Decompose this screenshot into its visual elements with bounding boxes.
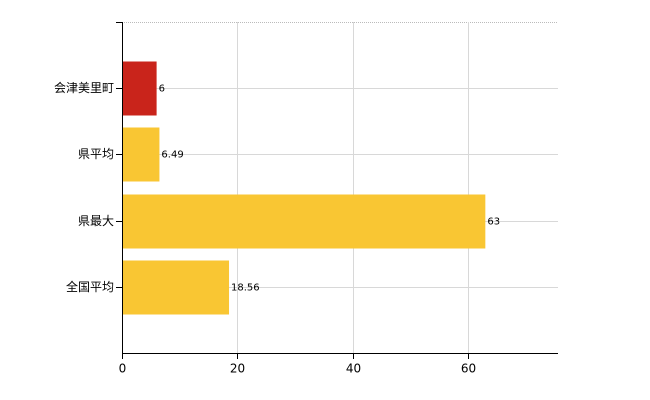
bar (122, 61, 157, 116)
x-tick-label: 60 (461, 362, 476, 376)
x-tick-label: 20 (230, 362, 245, 376)
x-tick-label: 40 (346, 362, 361, 376)
bar (122, 194, 486, 249)
bar (122, 127, 160, 182)
y-tick-label: 県最大 (78, 214, 114, 228)
y-tick-label: 県平均 (78, 147, 114, 161)
value-label: 6.49 (161, 150, 183, 161)
x-tick-label: 0 (119, 362, 127, 376)
y-tick-label: 全国平均 (66, 279, 114, 294)
value-label: 18.56 (231, 283, 260, 294)
value-label: 63 (487, 217, 500, 228)
y-tick-label: 会津美里町 (54, 81, 114, 95)
bar (122, 260, 230, 315)
value-label: 6 (159, 84, 165, 95)
